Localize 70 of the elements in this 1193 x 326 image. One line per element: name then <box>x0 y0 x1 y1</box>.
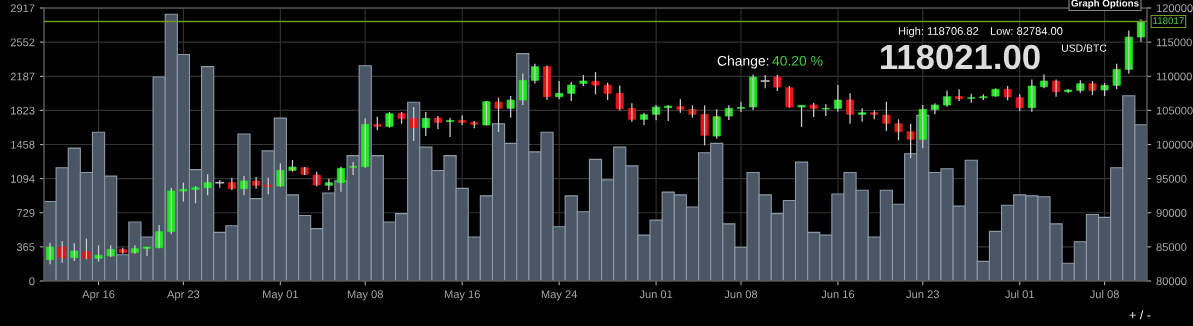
candlestick <box>797 104 806 128</box>
annotation: Change: <box>717 55 769 69</box>
y2-tick-label: 110000 <box>1156 72 1192 81</box>
candlestick <box>82 238 91 260</box>
x-tick-label: Jul 08 <box>1089 290 1119 299</box>
y-tick-label: 729 <box>17 209 35 217</box>
candlestick <box>433 115 442 130</box>
candlestick <box>894 118 903 141</box>
candlestick <box>615 84 624 111</box>
candlestick <box>179 182 188 203</box>
y2-tick-label: 105000 <box>1156 106 1193 115</box>
x-tick-label: Jun 08 <box>724 290 758 299</box>
annotation: 40.20 % <box>772 55 823 66</box>
x-tick-label: Jun 23 <box>906 290 939 299</box>
x-tick-label: Apr 16 <box>82 290 115 301</box>
candlestick <box>409 106 418 142</box>
candlestick <box>906 123 915 159</box>
y-tick-label: 2187 <box>10 72 35 81</box>
x-tick-label: Apr 23 <box>167 290 200 301</box>
candlestick <box>203 173 212 196</box>
annotation: Low: 82784.00 <box>990 27 1063 35</box>
candlestick <box>918 104 927 149</box>
y-tick-label: 1094 <box>11 174 35 183</box>
y2-tick-label: 100000 <box>1156 140 1193 149</box>
candlestick <box>58 240 67 264</box>
candlestick <box>567 81 576 102</box>
y-tick-label: 1823 <box>11 106 35 115</box>
x-tick-label: Jun 16 <box>821 290 855 299</box>
x-tick-label: Jul 01 <box>1005 290 1035 299</box>
y-tick-label: 1458 <box>11 140 35 149</box>
candlestick <box>506 95 515 119</box>
candlestick <box>252 176 261 190</box>
candlestick <box>518 72 527 106</box>
candlestick <box>143 246 152 257</box>
text: + / - <box>1129 310 1151 320</box>
annotation: Graph Options <box>1071 0 1139 9</box>
candlestick <box>482 100 491 126</box>
y2-tick-label: 95000 <box>1156 174 1187 183</box>
x-tick-label: May 08 <box>347 290 383 301</box>
y2-tick-label: 120000 <box>1156 4 1193 13</box>
candlestick <box>785 85 794 109</box>
candlestick <box>700 104 709 146</box>
y-tick-label: 365 <box>16 243 35 251</box>
candlestick <box>167 187 176 235</box>
y2-tick-label: 115000 <box>1156 38 1192 47</box>
ref-line-label: 118017 <box>1153 17 1184 25</box>
candlestick <box>349 161 358 176</box>
y-tick-label: 2552 <box>10 38 35 47</box>
x-tick-label: May 16 <box>444 290 480 301</box>
candlestick <box>736 101 745 113</box>
candlestick <box>591 71 600 95</box>
candlestick <box>712 108 721 140</box>
candlestick <box>1124 29 1133 75</box>
annotation: High: 118706.82 <box>898 26 979 38</box>
x-tick-label: Jun 01 <box>639 290 673 299</box>
annotation: USD/BTC <box>1061 44 1107 52</box>
x-tick-label: May 24 <box>541 290 578 301</box>
candlestick <box>1112 63 1121 90</box>
candlestick <box>1064 88 1073 94</box>
x-tick-label: May 01 <box>263 290 299 301</box>
y2-tick-label: 90000 <box>1156 209 1187 217</box>
candlestick <box>494 97 503 133</box>
candlestick <box>991 87 1000 98</box>
candlestick <box>882 101 891 132</box>
y2-tick-label: 80000 <box>1156 277 1187 286</box>
candlestick <box>276 162 285 188</box>
annotation: 118021.00 <box>881 44 1040 70</box>
y-tick-label: 0 <box>29 277 35 286</box>
y-tick-label: 2917 <box>10 4 35 13</box>
y2-tick-label: 85000 <box>1156 243 1187 252</box>
